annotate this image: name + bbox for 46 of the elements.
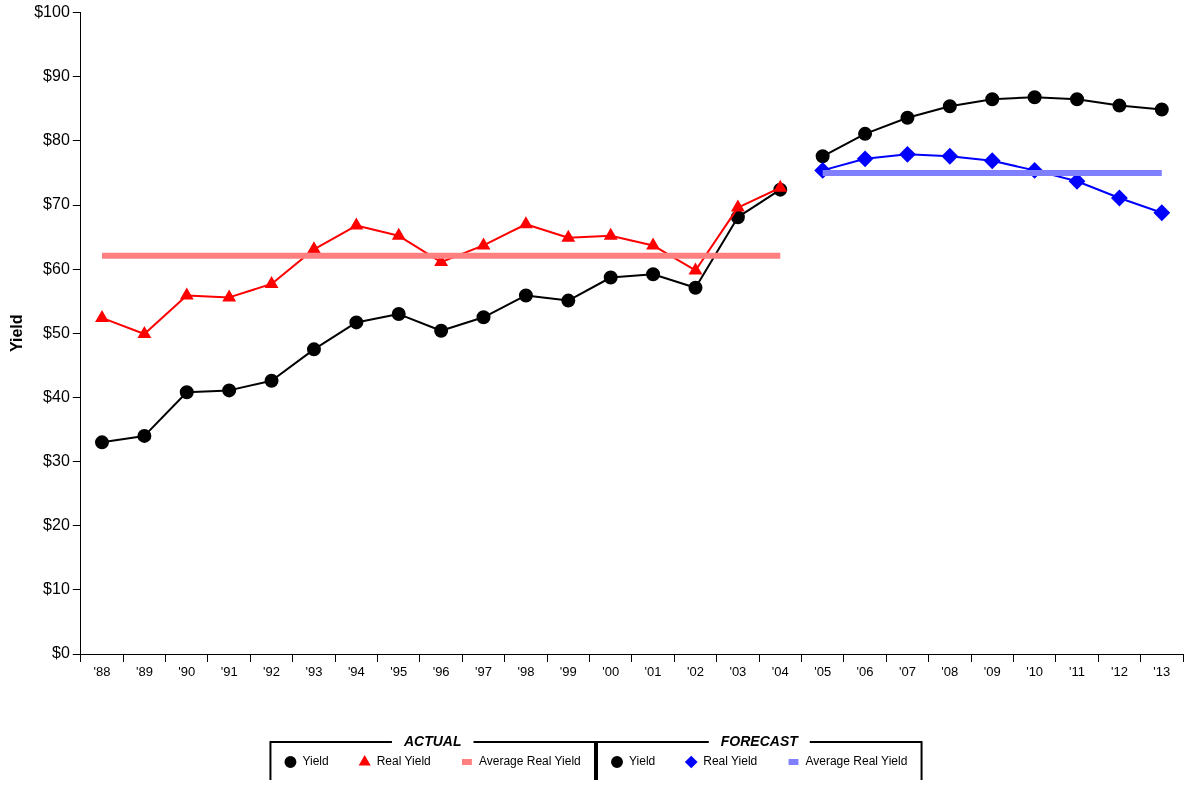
legend-label: Yield	[629, 754, 656, 769]
x-tick-label: '95	[390, 664, 408, 680]
x-tick-label: '90	[178, 664, 196, 680]
x-tick-label: '01	[644, 664, 662, 680]
x-tick-label: '00	[602, 664, 620, 680]
legend-label: Yield	[302, 754, 329, 769]
y-tick-label: $100	[34, 3, 70, 21]
x-tick-label: '11	[1069, 664, 1086, 680]
x-tick-label: '92	[263, 664, 281, 680]
x-tick-label: '97	[475, 664, 492, 680]
x-tick-label: '09	[983, 664, 1001, 680]
y-tick-label: $30	[43, 451, 70, 469]
y-tick-label: $80	[43, 131, 70, 149]
x-tick-label: '07	[898, 664, 916, 680]
x-tick-label: '98	[517, 664, 535, 680]
x-tick-label: '96	[432, 664, 450, 680]
x-tick-label: '08	[941, 664, 959, 680]
y-tick-label: $60	[43, 259, 70, 277]
x-tick-label: '89	[135, 664, 153, 680]
x-tick-label: '99	[559, 664, 577, 680]
x-tick-label: '04	[771, 664, 789, 680]
x-tick-label: '06	[856, 664, 874, 680]
y-tick-label: $40	[43, 387, 70, 405]
x-tick-label: '94	[347, 664, 365, 680]
legend-label: Real Yield	[376, 754, 431, 769]
y-tick-label: $10	[43, 580, 70, 598]
x-tick-label: '02	[687, 664, 704, 680]
legend-label: Average Real Yield	[805, 754, 908, 769]
text: ACTUAL	[402, 732, 462, 749]
x-tick-label: '03	[729, 664, 747, 680]
y-tick-label: $50	[43, 323, 70, 341]
x-tick-label: '05	[814, 664, 832, 680]
x-tick-label: '13	[1153, 664, 1171, 680]
y-tick-label: $90	[43, 67, 70, 85]
x-tick-label: '93	[305, 664, 323, 680]
y-tick-label: $70	[43, 195, 70, 213]
x-tick-label: '12	[1110, 664, 1128, 680]
y-tick-label: $0	[52, 644, 70, 662]
x-tick-label: '88	[93, 664, 111, 680]
legend-label: Real Yield	[703, 754, 758, 769]
y-axis-title: Yield	[8, 314, 26, 353]
legend-label: Average Real Yield	[478, 754, 581, 769]
y-tick-label: $20	[43, 516, 70, 534]
x-tick-label: '91	[220, 664, 238, 680]
x-tick-label: '10	[1026, 664, 1044, 680]
text: FORECAST	[720, 732, 800, 749]
